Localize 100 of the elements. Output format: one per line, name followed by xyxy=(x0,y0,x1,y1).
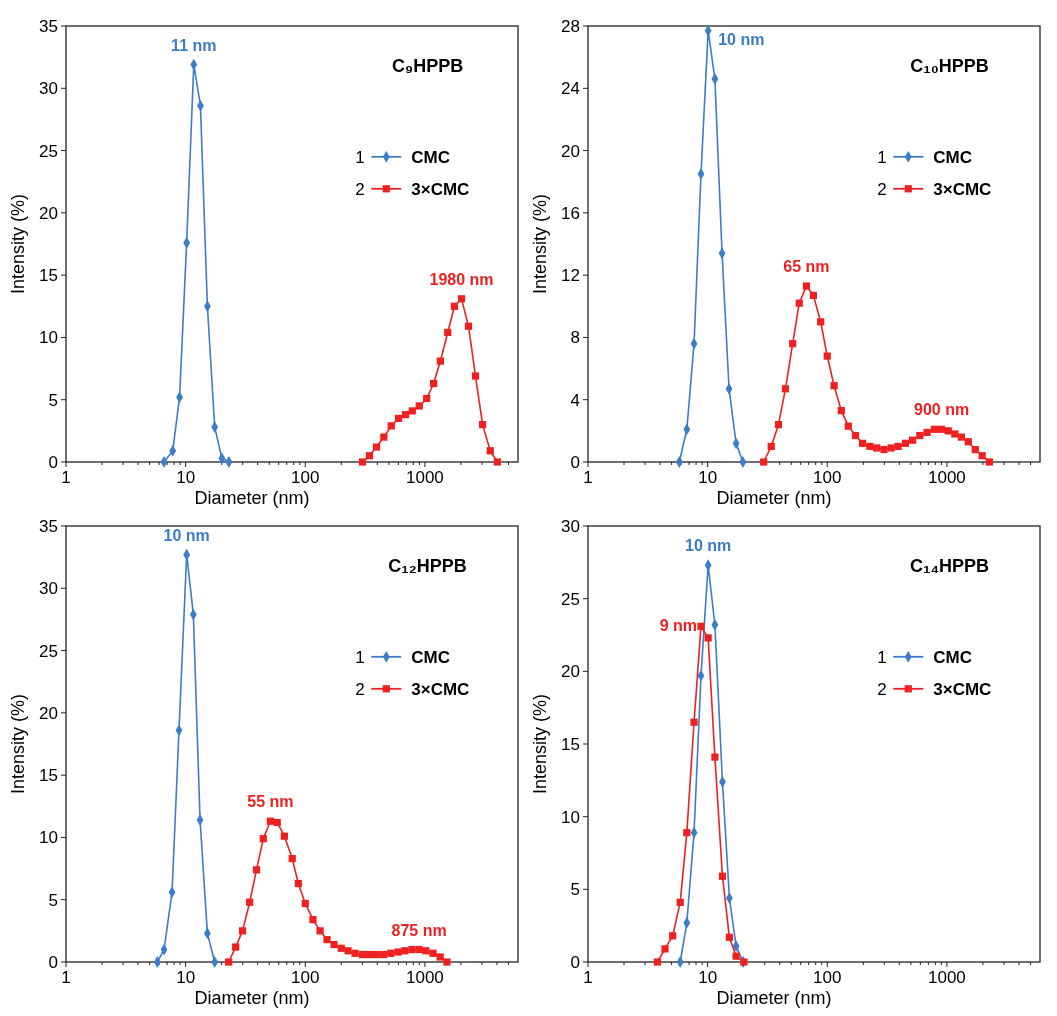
point xyxy=(394,948,402,956)
x-tick-label: 100 xyxy=(813,968,842,987)
y-tick-label: 20 xyxy=(39,703,58,723)
annotation: 65 nm xyxy=(783,258,830,276)
y-tick-label: 20 xyxy=(561,141,580,161)
point xyxy=(830,382,838,390)
point xyxy=(809,291,818,299)
point xyxy=(415,402,423,410)
y-tick-label: 35 xyxy=(39,16,58,36)
point xyxy=(971,445,979,454)
point xyxy=(444,328,452,337)
point xyxy=(985,458,993,466)
annotation: 1 xyxy=(355,147,365,167)
y-tick-label: 25 xyxy=(561,589,580,609)
point xyxy=(767,442,775,451)
point xyxy=(781,385,790,393)
point xyxy=(422,947,430,955)
x-tick-label: 1 xyxy=(583,468,593,487)
annotation: 900 nm xyxy=(914,401,970,419)
y-tick-label: 5 xyxy=(48,890,58,910)
legend-label: CMC xyxy=(411,647,450,667)
point xyxy=(817,318,825,326)
text: C₁₂HPPB xyxy=(388,556,467,576)
annotation: 1 xyxy=(877,147,887,167)
annotation: 2 xyxy=(355,679,365,699)
y-tick-label: 30 xyxy=(39,579,58,599)
point xyxy=(844,422,852,430)
legend-label: CMC xyxy=(933,147,972,167)
point xyxy=(951,430,959,438)
point xyxy=(858,439,867,447)
point xyxy=(978,452,986,460)
point xyxy=(387,422,395,430)
point xyxy=(873,444,881,452)
point xyxy=(789,340,797,348)
point xyxy=(309,916,317,924)
text: C₁₄HPPB xyxy=(910,556,990,576)
x-tick-label: 10 xyxy=(698,468,718,487)
y-tick-label: 15 xyxy=(39,766,58,786)
point xyxy=(423,394,431,403)
annotation: 10 nm xyxy=(685,537,732,555)
y-axis-title: Intensity (%) xyxy=(530,193,550,295)
y-tick-label: 16 xyxy=(561,203,580,223)
x-tick-label: 1 xyxy=(61,468,71,487)
point xyxy=(273,818,281,827)
y-tick-label: 20 xyxy=(561,662,580,682)
y-axis-title: Intensity (%) xyxy=(8,193,28,295)
point xyxy=(851,431,860,440)
x-tick-label: 100 xyxy=(291,968,320,987)
point xyxy=(909,436,917,444)
point xyxy=(478,421,487,429)
x-axis-title: Diameter (nm) xyxy=(716,488,832,508)
x-tick-label: 10 xyxy=(176,968,196,987)
x-tick-label: 1 xyxy=(61,968,71,987)
y-tick-label: 15 xyxy=(561,734,580,754)
point xyxy=(457,295,466,303)
point xyxy=(802,282,811,290)
annotation: 9 nm xyxy=(659,617,697,635)
point xyxy=(486,447,494,455)
annotation: 55 nm xyxy=(247,793,294,811)
point xyxy=(408,407,416,415)
y-tick-label: 10 xyxy=(39,328,58,348)
x-tick-label: 1000 xyxy=(927,968,966,987)
annotation: 1 xyxy=(355,647,365,667)
annotation: 2 xyxy=(877,679,887,699)
point xyxy=(280,832,288,840)
point xyxy=(436,357,444,365)
point xyxy=(288,855,296,863)
y-tick-label: 20 xyxy=(39,203,58,223)
x-tick-label: 1 xyxy=(583,968,593,987)
point xyxy=(372,950,381,959)
annotation: 10 nm xyxy=(718,30,765,48)
y-tick-label: 30 xyxy=(561,516,580,536)
legend-label: 3×CMC xyxy=(411,679,470,699)
point xyxy=(380,950,388,959)
x-axis-title: Diameter (nm) xyxy=(194,488,310,508)
y-tick-label: 35 xyxy=(39,516,58,536)
point xyxy=(358,950,366,959)
point xyxy=(401,411,410,419)
point xyxy=(429,949,437,957)
y-tick-label: 5 xyxy=(48,390,58,410)
y-tick-label: 10 xyxy=(39,828,58,848)
y-tick-label: 24 xyxy=(561,79,580,99)
point xyxy=(450,302,459,310)
point xyxy=(266,817,274,825)
point xyxy=(316,927,324,935)
point xyxy=(464,322,473,330)
y-tick-label: 30 xyxy=(39,79,58,99)
point xyxy=(957,433,966,441)
y-tick-label: 28 xyxy=(561,16,580,36)
y-axis-title: Intensity (%) xyxy=(8,693,28,795)
point xyxy=(344,947,352,955)
point xyxy=(380,433,388,441)
point xyxy=(430,379,438,388)
y-tick-label: 4 xyxy=(570,390,580,410)
point xyxy=(443,958,451,966)
point xyxy=(401,947,409,955)
y-tick-label: 0 xyxy=(48,952,58,972)
point xyxy=(232,943,240,951)
point xyxy=(795,299,803,307)
point xyxy=(301,899,309,908)
